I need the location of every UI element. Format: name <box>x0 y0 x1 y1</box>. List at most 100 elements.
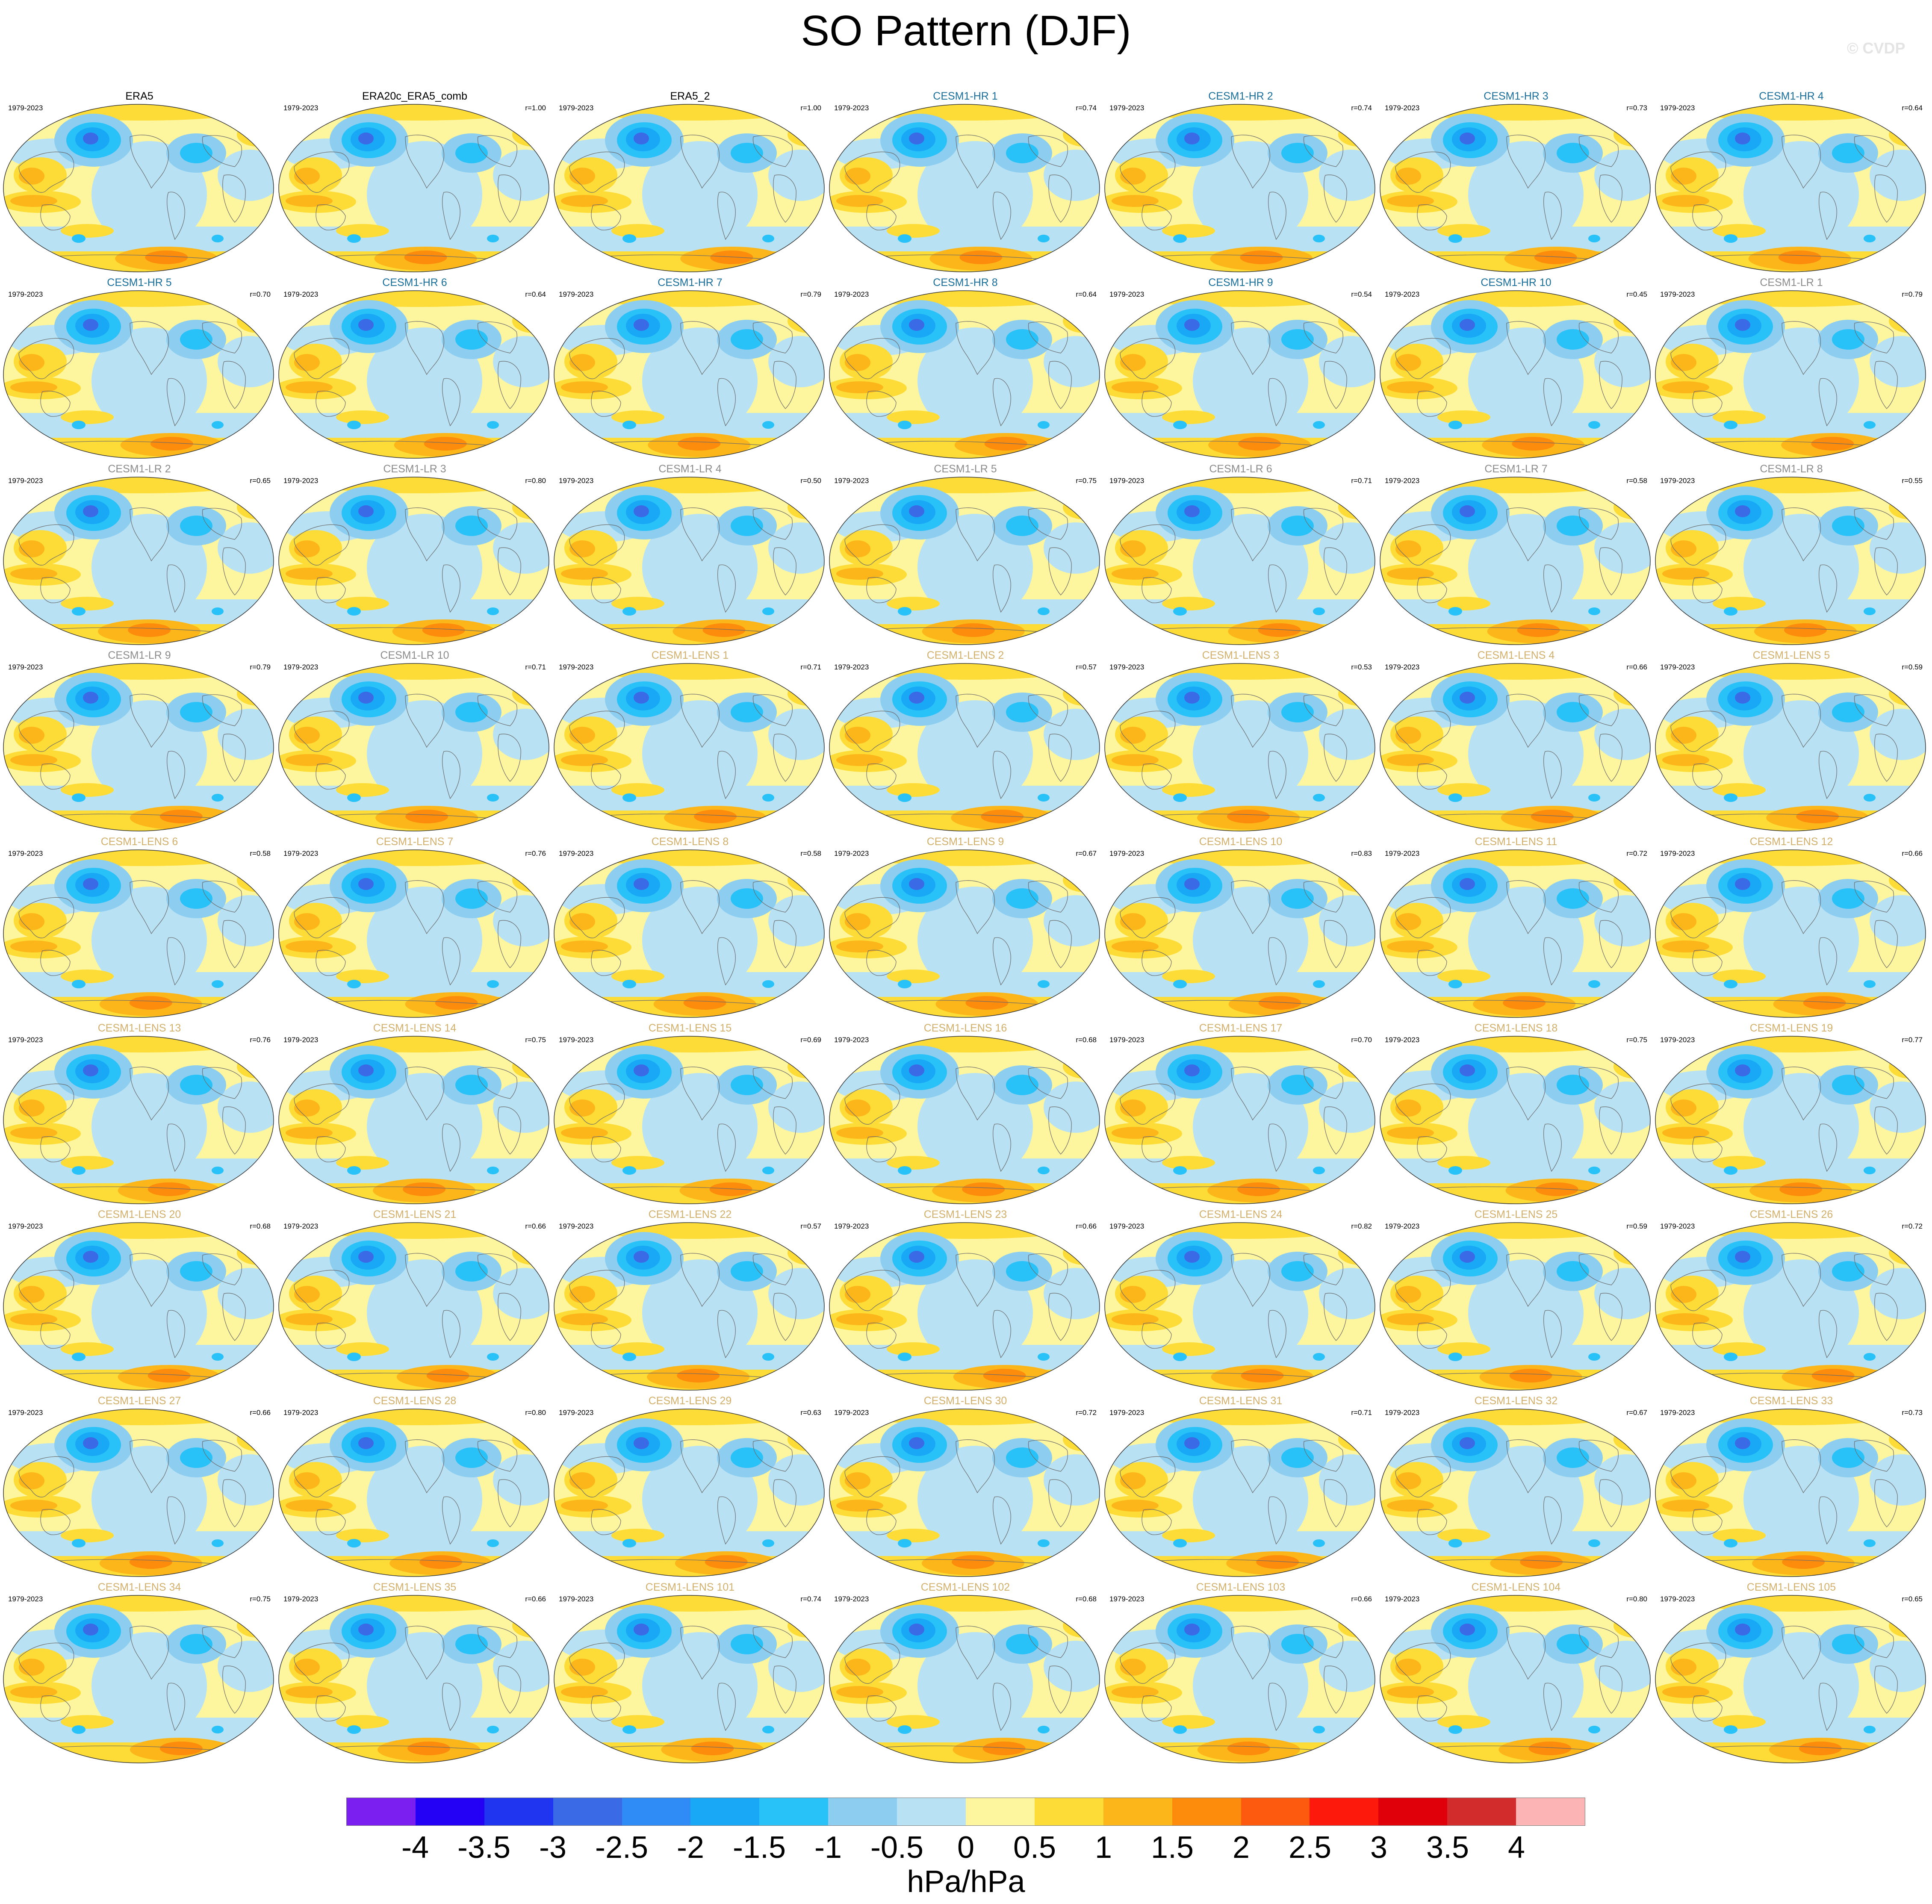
panel-period: 1979-2023 <box>834 1409 869 1417</box>
map-panel: CESM1-LR 4 1979-2023 r=0.50 <box>552 463 828 649</box>
panel-correlation: r=0.80 <box>1626 1595 1647 1603</box>
panel-title: ERA20c_ERA5_comb <box>362 90 467 102</box>
anomaly-map <box>829 290 1100 459</box>
anomaly-map <box>1380 1409 1651 1577</box>
panel-period: 1979-2023 <box>283 1595 319 1603</box>
map-panel: CESM1-LENS 24 1979-2023 r=0.82 <box>1103 1208 1378 1394</box>
panel-period: 1979-2023 <box>1660 1222 1695 1230</box>
panel-correlation: r=0.67 <box>1626 1409 1647 1417</box>
anomaly-map <box>1104 663 1375 831</box>
panel-title: CESM1-HR 1 <box>933 90 998 102</box>
map-panel: CESM1-LENS 9 1979-2023 r=0.67 <box>828 835 1103 1022</box>
panel-title: CESM1-LENS 27 <box>97 1395 181 1407</box>
anomaly-map <box>1655 1595 1926 1763</box>
anomaly-map <box>554 104 825 272</box>
anomaly-map <box>278 1409 549 1577</box>
colorbar-tick-label: -1 <box>814 1830 842 1865</box>
panel-period: 1979-2023 <box>8 1222 43 1230</box>
map-panel: CESM1-LENS 14 1979-2023 r=0.75 <box>277 1022 552 1208</box>
colorbar-tick-label: 1 <box>1094 1830 1112 1865</box>
map-panel: ERA20c_ERA5_comb 1979-2023 r=1.00 <box>277 90 552 276</box>
panel-title: CESM1-LENS 15 <box>648 1022 732 1034</box>
panel-period: 1979-2023 <box>834 290 869 298</box>
anomaly-map <box>1380 290 1651 459</box>
panel-correlation: r=0.79 <box>250 663 271 671</box>
anomaly-map <box>3 104 274 272</box>
map-panel: CESM1-LENS 29 1979-2023 r=0.63 <box>552 1394 828 1581</box>
map-panel: CESM1-LENS 102 1979-2023 r=0.68 <box>828 1581 1103 1767</box>
colorbar-tick-label: 3.5 <box>1426 1830 1469 1865</box>
panel-title: CESM1-HR 6 <box>382 277 447 289</box>
map-panel: CESM1-LENS 22 1979-2023 r=0.57 <box>552 1208 828 1394</box>
panel-title: CESM1-LENS 14 <box>373 1022 457 1034</box>
map-panel: CESM1-LENS 31 1979-2023 r=0.71 <box>1103 1394 1378 1581</box>
colorbar-swatch <box>897 1798 966 1825</box>
panel-period: 1979-2023 <box>8 1409 43 1417</box>
panel-correlation: r=0.53 <box>1351 663 1372 671</box>
panel-title: CESM1-LENS 26 <box>1749 1208 1833 1220</box>
panel-correlation: r=0.76 <box>525 849 546 858</box>
panel-title: CESM1-LENS 1 <box>651 649 729 661</box>
anomaly-map <box>829 849 1100 1018</box>
panel-correlation: r=0.75 <box>1626 1036 1647 1044</box>
panel-period: 1979-2023 <box>1385 663 1420 671</box>
panel-period: 1979-2023 <box>1660 1595 1695 1603</box>
panel-correlation: r=0.71 <box>800 663 821 671</box>
anomaly-map <box>1380 1036 1651 1204</box>
panel-title: CESM1-LR 3 <box>383 463 446 475</box>
colorbar-ticks: -4 -3.5 -3 -2.5 -2 -1.5 -1 -0.5 0 0.5 1 1.5 2 2.5 3 3.5… <box>0 1830 1932 1868</box>
panel-period: 1979-2023 <box>559 1409 594 1417</box>
anomaly-map <box>1104 290 1375 459</box>
map-panel: CESM1-LENS 11 1979-2023 r=0.72 <box>1378 835 1654 1022</box>
colorbar-tick-label: -0.5 <box>870 1830 924 1865</box>
map-panel: CESM1-LENS 16 1979-2023 r=0.68 <box>828 1022 1103 1208</box>
anomaly-map <box>1104 1222 1375 1391</box>
map-panel: CESM1-LR 10 1979-2023 r=0.71 <box>277 649 552 835</box>
panel-correlation: r=0.58 <box>250 849 271 858</box>
panel-period: 1979-2023 <box>283 477 319 485</box>
anomaly-map <box>554 1222 825 1391</box>
map-panel: CESM1-HR 9 1979-2023 r=0.54 <box>1103 276 1378 463</box>
map-panel: CESM1-LR 9 1979-2023 r=0.79 <box>2 649 277 835</box>
map-panel: CESM1-LENS 8 1979-2023 r=0.58 <box>552 835 828 1022</box>
colorbar-tick-label: 2 <box>1232 1830 1250 1865</box>
panel-title: CESM1-LENS 28 <box>373 1395 457 1407</box>
panel-correlation: r=0.73 <box>1902 1409 1923 1417</box>
panel-correlation: r=0.73 <box>1626 104 1647 112</box>
anomaly-map <box>829 1222 1100 1391</box>
colorbar-tick-label: -3 <box>539 1830 567 1865</box>
panel-period: 1979-2023 <box>559 1595 594 1603</box>
panel-period: 1979-2023 <box>283 1409 319 1417</box>
panel-period: 1979-2023 <box>559 849 594 858</box>
panel-title: CESM1-LENS 2 <box>926 649 1004 661</box>
anomaly-map <box>554 290 825 459</box>
map-panel: CESM1-LENS 101 1979-2023 r=0.74 <box>552 1581 828 1767</box>
anomaly-map <box>554 663 825 831</box>
panel-period: 1979-2023 <box>1385 1595 1420 1603</box>
panel-period: 1979-2023 <box>8 663 43 671</box>
panel-period: 1979-2023 <box>1660 849 1695 858</box>
map-panel: CESM1-LENS 10 1979-2023 r=0.83 <box>1103 835 1378 1022</box>
panel-title: CESM1-LR 2 <box>108 463 171 475</box>
anomaly-map <box>278 104 549 272</box>
panel-title: CESM1-HR 10 <box>1481 277 1551 289</box>
panel-correlation: r=0.72 <box>1076 1409 1097 1417</box>
colorbar-swatch <box>484 1798 553 1825</box>
colorbar-tick-label: 3 <box>1370 1830 1388 1865</box>
map-panel: CESM1-LENS 1 1979-2023 r=0.71 <box>552 649 828 835</box>
panel-correlation: r=0.74 <box>1351 104 1372 112</box>
panel-title: ERA5 <box>125 90 153 102</box>
anomaly-map <box>1655 1222 1926 1391</box>
panel-title: CESM1-HR 9 <box>1208 277 1273 289</box>
anomaly-map <box>1655 290 1926 459</box>
anomaly-map <box>1655 1036 1926 1204</box>
panel-period: 1979-2023 <box>1109 290 1144 298</box>
panel-correlation: r=0.55 <box>1902 477 1923 485</box>
panel-period: 1979-2023 <box>8 290 43 298</box>
panel-title: CESM1-LR 1 <box>1760 277 1823 289</box>
panel-title: ERA5_2 <box>670 90 710 102</box>
panel-period: 1979-2023 <box>283 849 319 858</box>
panel-title: CESM1-LENS 16 <box>923 1022 1007 1034</box>
panel-title: CESM1-HR 5 <box>107 277 172 289</box>
panel-period: 1979-2023 <box>1385 1409 1420 1417</box>
